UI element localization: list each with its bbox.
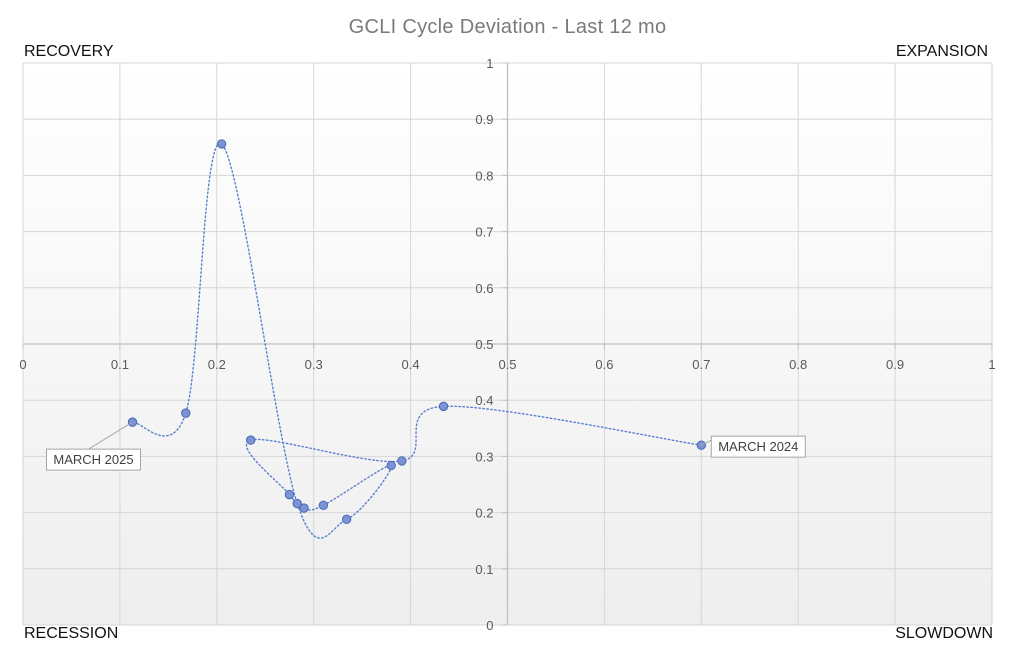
annotation-label: MARCH 2025 <box>53 452 133 467</box>
y-tick-label: 0.8 <box>475 168 493 183</box>
x-tick-label: 0.8 <box>789 357 807 372</box>
annotation-box <box>710 435 806 458</box>
y-tick-label: 0.1 <box>475 562 493 577</box>
x-tick-label: 0.5 <box>498 357 516 372</box>
quadrant-label-expansion: EXPANSION <box>895 43 988 60</box>
data-point <box>397 456 407 466</box>
y-tick-label: 0.7 <box>475 225 493 240</box>
series-line <box>131 142 702 539</box>
data-point <box>284 489 295 500</box>
x-tick-label: 0 <box>19 357 26 372</box>
y-tick-label: 0.2 <box>475 506 493 521</box>
quadrant-label-slowdown: SLOWDOWN <box>895 625 993 642</box>
x-tick-label: 0.4 <box>402 357 420 372</box>
annotation-leader-line <box>88 421 133 450</box>
annotations: MARCH 2024 MARCH 2025 <box>45 421 806 471</box>
data-point <box>438 401 449 412</box>
y-tick-label: 0.5 <box>475 337 493 352</box>
data-point <box>318 500 329 510</box>
y-tick-label: 0.9 <box>475 112 493 127</box>
annotation-box <box>45 448 141 471</box>
axes <box>22 62 993 626</box>
data-point <box>341 514 352 525</box>
y-tick-label: 1 <box>486 56 493 71</box>
y-tick-label: 0 <box>486 618 493 633</box>
data-point <box>216 139 227 149</box>
x-tick-label: 0.9 <box>886 357 904 372</box>
chart-title: GCLI Cycle Deviation - Last 12 mo <box>348 16 667 38</box>
x-tick-label: 0.1 <box>111 357 129 372</box>
x-tick-label: 0.6 <box>595 357 613 372</box>
annotation-leader-line <box>701 439 712 446</box>
data-point <box>127 417 138 427</box>
x-tick-label: 0.2 <box>208 357 226 372</box>
data-point <box>292 498 302 509</box>
x-tick-label: 0.3 <box>305 357 323 372</box>
y-tick-label: 0.4 <box>475 393 493 408</box>
x-tick-label: 0.7 <box>692 357 710 372</box>
data-points <box>127 139 706 525</box>
annotation-label: MARCH 2024 <box>718 439 798 454</box>
y-tick-label: 0.6 <box>475 281 493 296</box>
data-point <box>299 503 309 513</box>
x-tick-label: 1 <box>988 357 995 372</box>
y-tick-label: 0.3 <box>475 449 493 464</box>
data-point <box>386 460 396 471</box>
quadrant-label-recession: RECESSION <box>24 625 119 642</box>
quadrant-label-recovery: RECOVERY <box>24 43 114 60</box>
series-path <box>131 142 702 539</box>
data-point <box>246 435 256 445</box>
tick-labels: 0 0.1 0.2 0.3 0.4 0.5 0.6 0.7 0.8 0.9 1 0 0.1 0.2 0.3 0… <box>19 56 995 633</box>
data-point <box>181 408 191 418</box>
